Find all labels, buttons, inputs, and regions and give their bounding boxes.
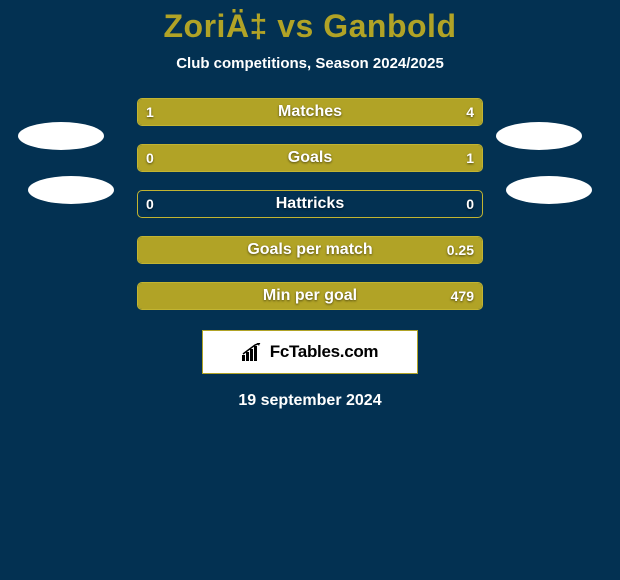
comparison-card: ZoriÄ‡ vs Ganbold Club competitions, Sea… <box>0 0 620 580</box>
stat-bar: 0Goals1 <box>137 144 483 172</box>
bar-value-right: 0 <box>466 191 474 217</box>
bar-label: Goals <box>138 145 482 171</box>
stat-bar: 1Matches4 <box>137 98 483 126</box>
bar-value-right: 1 <box>466 145 474 171</box>
bar-value-right: 0.25 <box>447 237 474 263</box>
avatar-placeholder-left-1 <box>18 122 104 150</box>
logo-bars-icon <box>242 343 264 361</box>
stat-bar: Min per goal479 <box>137 282 483 310</box>
subtitle: Club competitions, Season 2024/2025 <box>176 55 444 72</box>
page-title: ZoriÄ‡ vs Ganbold <box>164 8 457 45</box>
avatar-placeholder-right-2 <box>506 176 592 204</box>
stat-bar: Goals per match0.25 <box>137 236 483 264</box>
bar-value-right: 479 <box>451 283 474 309</box>
site-logo[interactable]: FcTables.com <box>202 330 418 374</box>
comparison-bars: 1Matches40Goals10Hattricks0Goals per mat… <box>137 98 483 310</box>
bar-label: Hattricks <box>138 191 482 217</box>
avatar-placeholder-left-2 <box>28 176 114 204</box>
logo-text: FcTables.com <box>270 342 379 362</box>
stat-bar: 0Hattricks0 <box>137 190 483 218</box>
avatar-placeholder-right-1 <box>496 122 582 150</box>
date-text: 19 september 2024 <box>238 392 381 410</box>
bar-value-right: 4 <box>466 99 474 125</box>
bar-label: Goals per match <box>138 237 482 263</box>
bar-label: Min per goal <box>138 283 482 309</box>
bar-label: Matches <box>138 99 482 125</box>
